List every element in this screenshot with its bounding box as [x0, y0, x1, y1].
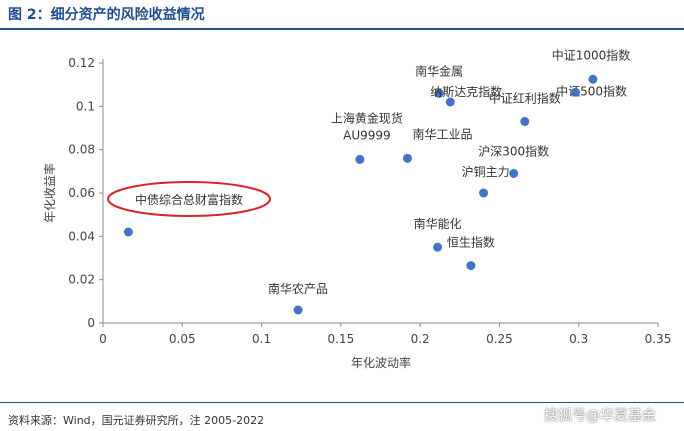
x-tick-label: 0.2	[411, 332, 430, 346]
point-label: 恒生指数	[447, 235, 495, 250]
watermark: 搜狐号@华夏基金	[544, 408, 656, 424]
highlight-ellipse	[107, 181, 271, 217]
x-tick-label: 0.15	[327, 332, 354, 346]
y-tick-label: 0.1	[76, 99, 95, 113]
y-axis-title: 年化收益率	[42, 163, 57, 223]
point-label: 中证1000指数	[552, 47, 631, 62]
y-tick-label: 0.02	[68, 273, 95, 287]
x-tick-label: 0	[99, 332, 107, 346]
point-label: 南华工业品	[412, 126, 472, 141]
point-label: 南华农产品	[268, 281, 328, 296]
data-point	[293, 305, 303, 315]
source-note: 资料来源：Wind，国元证券研究所，注 2005-2022	[8, 414, 265, 427]
point-label: 上海黄金现货	[331, 110, 403, 125]
data-point	[588, 74, 598, 84]
point-label: 南华金属	[415, 63, 463, 78]
figure-title: 图 2：细分资产的风险收益情况	[8, 7, 205, 23]
footer-divider	[0, 402, 684, 403]
point-label: 沪深300指数	[478, 144, 549, 159]
x-tick-label: 0.05	[169, 332, 196, 346]
data-point	[520, 117, 530, 126]
x-tick-label: 0.3	[569, 332, 588, 346]
x-tick-label: 0.1	[252, 332, 271, 346]
data-point	[479, 188, 489, 198]
point-label: 中证500指数	[556, 83, 627, 98]
point-label: 中债综合总财富指数	[135, 192, 243, 207]
x-axis-title: 年化波动率	[351, 355, 411, 370]
y-tick-label: 0.04	[68, 229, 95, 243]
data-point	[466, 261, 476, 271]
point-label: AU9999	[343, 128, 391, 142]
point-label: 纳斯达克指数	[430, 84, 502, 99]
data-point	[571, 87, 581, 97]
scatter-chart: 0 0.05 0.1 0.15 0.2 0.25 0.3 0.35 0 0.02 0.04 0.06 0…	[42, 47, 672, 370]
y-tick-label: 0.12	[68, 56, 95, 70]
point-label: 南华能化	[414, 216, 462, 231]
data-point	[402, 153, 412, 163]
y-tick-label: 0	[87, 316, 95, 330]
data-point	[434, 88, 444, 98]
y-tick-label: 0.06	[68, 186, 95, 200]
data-point	[355, 154, 365, 164]
y-tick-label: 0.08	[68, 143, 95, 157]
x-tick-label: 0.25	[486, 332, 513, 346]
data-point	[433, 242, 443, 252]
x-tick-label: 0.35	[645, 332, 672, 346]
title-divider	[0, 28, 684, 30]
data-point	[509, 169, 519, 178]
data-point	[123, 227, 133, 237]
point-label: 沪铜主力	[462, 164, 510, 179]
data-point	[445, 97, 455, 107]
point-label: 中证红利指数	[489, 91, 561, 106]
